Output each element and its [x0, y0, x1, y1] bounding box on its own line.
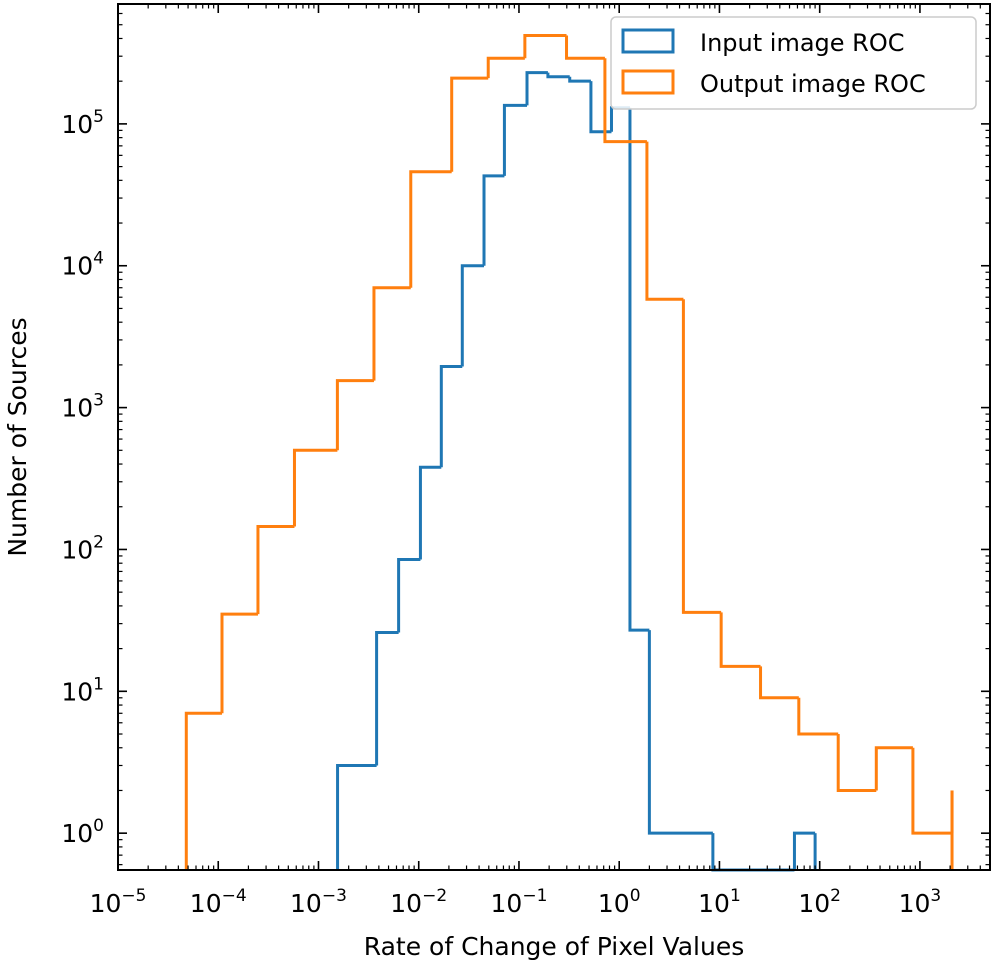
x-tick-label: 10−2: [390, 886, 447, 918]
plot-frame: [117, 3, 991, 871]
histogram-bin: [439, 364, 463, 468]
y-tick-label: 104: [61, 249, 104, 281]
series-0: [336, 71, 817, 872]
histogram-bin: [336, 763, 377, 870]
histogram-bin: [184, 711, 222, 870]
histogram-bin: [759, 666, 799, 700]
histogram-bin: [486, 56, 525, 79]
histogram-bin: [647, 630, 713, 835]
histogram-bin: [335, 379, 374, 451]
histogram-bin: [256, 525, 295, 615]
histogram-bin: [797, 697, 839, 736]
histogram-bin: [719, 612, 761, 668]
x-axis-title: Rate of Change of Pixel Values: [364, 932, 744, 961]
histogram-bin: [628, 107, 650, 632]
histogram-bin: [397, 557, 421, 633]
histogram-bin: [911, 747, 953, 835]
x-tick-label: 10−1: [491, 886, 548, 918]
legend-label-output: Output image ROC: [700, 70, 926, 98]
x-tick-label: 10−5: [90, 886, 147, 918]
histogram-bin: [792, 831, 816, 870]
histogram-bin: [502, 103, 528, 176]
legend: Input image ROC Output image ROC: [610, 16, 977, 110]
histogram-bin: [645, 141, 684, 301]
histogram-bin: [409, 170, 452, 288]
legend-swatch-output: [621, 69, 675, 95]
tick-layer: 10−5 10−4 10−3 10−2 10−1 100 101 102 103 100 101 10…: [61, 4, 990, 918]
histogram-bin: [681, 299, 722, 614]
x-tick-label: 10−3: [290, 886, 347, 918]
histogram-bin: [482, 174, 505, 266]
histogram-bin: [220, 612, 258, 714]
histogram-bin: [450, 76, 489, 172]
histogram-bin: [372, 286, 411, 381]
histogram-bin: [523, 33, 567, 59]
x-tick-label: 10−4: [190, 886, 247, 918]
histogram-bin: [874, 746, 913, 791]
histogram-bin: [375, 630, 399, 766]
legend-swatch-input: [621, 28, 675, 54]
histogram-bin: [292, 448, 338, 527]
series-layer: [184, 33, 954, 872]
legend-box: [610, 16, 977, 110]
y-tick-label: 103: [61, 391, 104, 423]
y-axis-title: Number of Sources: [3, 317, 32, 556]
y-tick-label: 100: [61, 816, 104, 848]
x-tick-label: 102: [798, 886, 841, 918]
x-tick-label: 100: [598, 886, 641, 918]
plot-area-background: [118, 4, 990, 870]
legend-label-input: Input image ROC: [700, 29, 904, 57]
histogram-bin: [546, 72, 570, 79]
histogram-bin: [836, 734, 877, 792]
series-1: [184, 33, 954, 870]
histogram-bin: [418, 465, 442, 560]
histogram-bin: [568, 76, 591, 83]
histogram-bin: [460, 264, 485, 367]
y-tick-label: 105: [61, 107, 104, 139]
histogram-bin: [525, 71, 548, 106]
histogram-bin: [565, 35, 605, 60]
y-tick-label: 101: [61, 674, 104, 706]
x-tick-label: 101: [698, 886, 741, 918]
histogram-bin: [603, 58, 647, 144]
x-tick-label: 103: [899, 886, 942, 918]
y-tick-label: 102: [61, 532, 104, 564]
